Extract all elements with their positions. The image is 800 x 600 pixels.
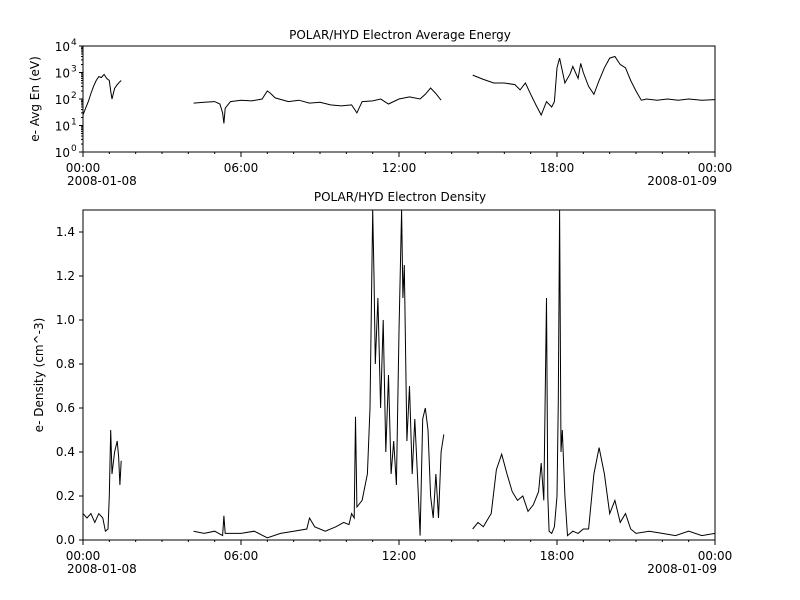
density-y-tick-label: 0.4 — [56, 445, 75, 459]
density-y-tick-label: 1.4 — [56, 225, 75, 239]
energy-x-date-label: 2008-01-08 — [67, 174, 137, 188]
density-x-tick-label: 00:00 — [66, 549, 101, 563]
energy-y-tick-label: 10 — [55, 40, 70, 54]
energy-y-tick-label: 10 — [55, 93, 70, 107]
energy-y-tick-exponent: 1 — [71, 118, 77, 128]
density-trace-segment-3 — [472, 209, 716, 537]
energy-trace-segment-1 — [82, 73, 122, 116]
energy-y-tick-label: 10 — [55, 67, 70, 81]
density-y-tick-label: 0.8 — [56, 357, 75, 371]
energy-y-tick-label: 10 — [55, 146, 70, 160]
density-chart-title: POLAR/HYD Electron Density — [314, 190, 486, 204]
energy-y-tick-exponent: 4 — [71, 38, 77, 48]
energy-x-tick-label: 06:00 — [224, 161, 259, 175]
density-x-tick-label: 00:00 — [698, 549, 733, 563]
energy-trace-segment-3 — [472, 55, 716, 117]
energy-y-tick-exponent: 0 — [71, 144, 77, 154]
density-x-date-label: 2008-01-09 — [647, 562, 717, 576]
energy-x-tick-label: 00:00 — [66, 161, 101, 175]
density-trace-segment-1 — [82, 429, 122, 533]
energy-x-tick-label: 12:00 — [382, 161, 417, 175]
energy-y-tick-label: 10 — [55, 120, 70, 134]
density-trace-segment-2 — [193, 209, 445, 539]
energy-trace-segment-2 — [193, 87, 442, 124]
energy-x-tick-label: 00:00 — [698, 161, 733, 175]
energy-y-tick-exponent: 2 — [71, 91, 77, 101]
density-y-tick-label: 1.0 — [56, 313, 75, 327]
density-x-tick-label: 06:00 — [224, 549, 259, 563]
energy-x-tick-label: 18:00 — [540, 161, 575, 175]
density-y-tick-label: 1.2 — [56, 269, 75, 283]
density-panel: POLAR/HYD Electron Density e- Density (c… — [32, 190, 732, 576]
density-traces — [82, 209, 716, 539]
density-y-ticks: 0.0 0.2 0.4 0.6 0.8 1.0 1.2 1.4 — [56, 225, 83, 547]
energy-x-date-label: 2008-01-09 — [647, 174, 717, 188]
density-x-tick-label: 18:00 — [540, 549, 575, 563]
energy-chart-title: POLAR/HYD Electron Average Energy — [289, 28, 511, 42]
energy-traces — [82, 55, 716, 124]
energy-y-tick-exponent: 3 — [71, 65, 77, 75]
density-x-tick-label: 12:00 — [382, 549, 417, 563]
density-y-axis-label: e- Density (cm^-3) — [32, 318, 46, 433]
density-plot-frame — [82, 209, 716, 541]
density-x-date-label: 2008-01-08 — [67, 562, 137, 576]
energy-panel: POLAR/HYD Electron Average Energy e- Avg… — [28, 28, 732, 188]
density-y-tick-label: 0.6 — [56, 401, 75, 415]
density-y-tick-label: 0.2 — [56, 489, 75, 503]
energy-y-axis-label: e- Avg En (eV) — [28, 56, 42, 142]
density-y-tick-label: 0.0 — [56, 533, 75, 547]
